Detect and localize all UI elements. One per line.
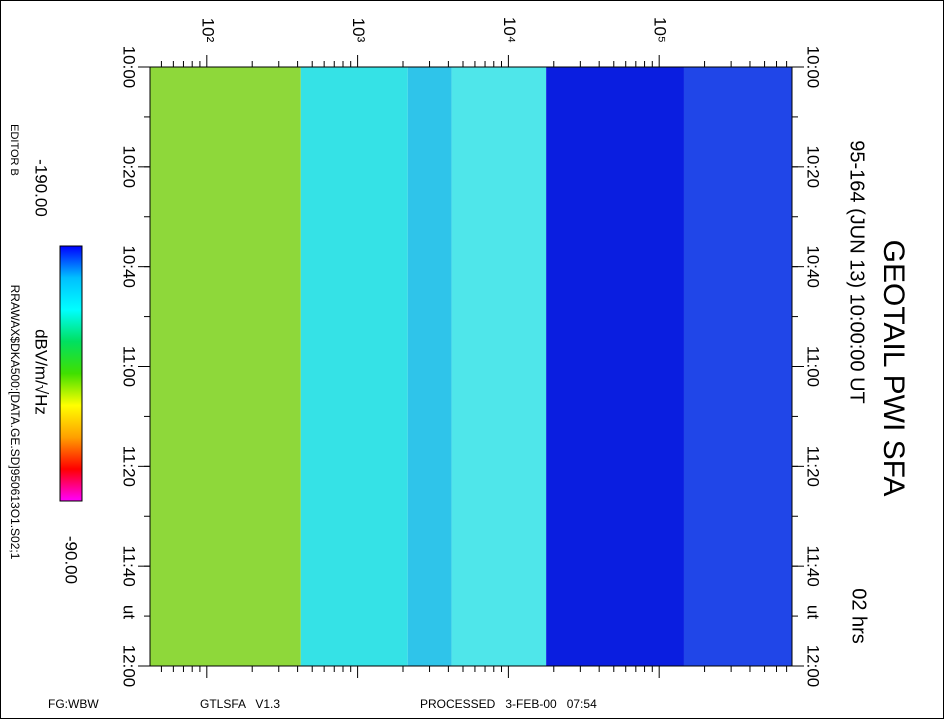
colorbar-label: dBV/m/√Hz: [32, 329, 51, 415]
spectrogram-band: [300, 67, 408, 666]
spectrogram-band: [407, 67, 452, 666]
footer-text: PROCESSED 3-FEB-00 07:54: [420, 697, 597, 711]
y-tick-label: 11:00: [804, 346, 823, 387]
y-tick-label: 11:20: [120, 446, 139, 487]
y-tick-label: 11:40: [120, 546, 139, 587]
chart-title: GEOTAIL PWI SFA: [877, 240, 910, 497]
y-tick-label: 10:20: [804, 146, 823, 189]
spectrogram-band: [546, 67, 684, 666]
colorbar-min: -190.00: [32, 159, 51, 217]
time-unit: ut: [120, 605, 139, 619]
y-tick-label: 10:20: [120, 146, 139, 189]
spectrogram-band: [150, 67, 301, 666]
y-tick-label: 10:40: [804, 245, 823, 288]
footer-text: FG:WBW: [48, 697, 99, 711]
editor: EDITOR B: [8, 124, 20, 176]
y-tick-label: 12:00: [120, 645, 139, 688]
y-tick-label: 11:00: [120, 346, 139, 387]
x-tick-label: 10³: [349, 18, 368, 43]
y-tick-label: 10:00: [120, 46, 139, 89]
x-tick-label: 10²: [198, 18, 217, 43]
y-tick-label: 10:00: [804, 46, 823, 89]
file-path: RRAWAX$DKA500:[DATA.GE.SD]950613O1.S02;1: [8, 285, 22, 560]
colorbar: [59, 245, 83, 502]
x-tick-label: 10⁵: [651, 17, 670, 43]
spectrogram-band: [683, 67, 792, 666]
spectrogram-band: [451, 67, 547, 666]
y-tick-label: 11:40: [804, 546, 823, 587]
colorbar-max: -90.00: [62, 536, 81, 584]
y-tick-label: 11:20: [804, 446, 823, 487]
duration: 02 hrs: [848, 588, 870, 644]
y-tick-label: 12:00: [804, 645, 823, 688]
subtitle: 95-164 (JUN 13) 10:00:00 UT: [846, 140, 868, 403]
x-tick-label: 10⁴: [500, 17, 519, 43]
y-tick-label: 10:40: [120, 245, 139, 288]
footer-text: GTLSFA V1.3: [200, 697, 280, 711]
time-unit: ut: [804, 605, 823, 619]
